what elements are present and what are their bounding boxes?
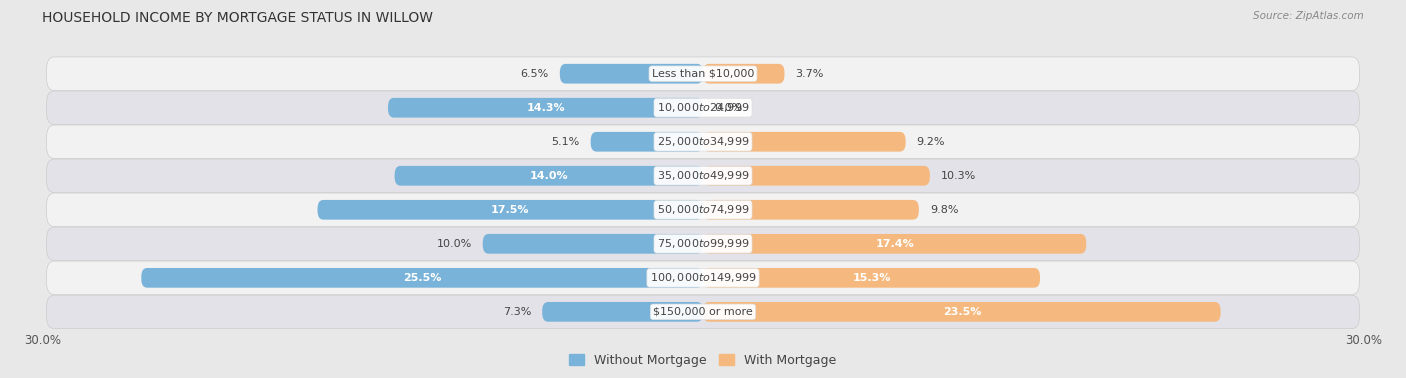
FancyBboxPatch shape: [395, 166, 703, 186]
Text: 14.3%: 14.3%: [526, 103, 565, 113]
Text: $25,000 to $34,999: $25,000 to $34,999: [657, 135, 749, 148]
FancyBboxPatch shape: [46, 159, 1360, 192]
Text: 0.0%: 0.0%: [714, 103, 742, 113]
Text: 7.3%: 7.3%: [503, 307, 531, 317]
Text: Source: ZipAtlas.com: Source: ZipAtlas.com: [1253, 11, 1364, 21]
FancyBboxPatch shape: [46, 125, 1360, 158]
FancyBboxPatch shape: [388, 98, 703, 118]
Text: 10.0%: 10.0%: [436, 239, 471, 249]
FancyBboxPatch shape: [46, 193, 1360, 226]
FancyBboxPatch shape: [560, 64, 703, 84]
Text: 3.7%: 3.7%: [796, 69, 824, 79]
FancyBboxPatch shape: [703, 234, 1087, 254]
Text: 17.4%: 17.4%: [876, 239, 914, 249]
Text: 25.5%: 25.5%: [404, 273, 441, 283]
FancyBboxPatch shape: [46, 227, 1360, 260]
FancyBboxPatch shape: [703, 200, 920, 220]
Text: 23.5%: 23.5%: [942, 307, 981, 317]
FancyBboxPatch shape: [703, 166, 929, 186]
Text: $35,000 to $49,999: $35,000 to $49,999: [657, 169, 749, 182]
Text: $50,000 to $74,999: $50,000 to $74,999: [657, 203, 749, 216]
Text: 10.3%: 10.3%: [941, 171, 976, 181]
Text: 14.0%: 14.0%: [530, 171, 568, 181]
FancyBboxPatch shape: [46, 295, 1360, 328]
Text: HOUSEHOLD INCOME BY MORTGAGE STATUS IN WILLOW: HOUSEHOLD INCOME BY MORTGAGE STATUS IN W…: [42, 11, 433, 25]
FancyBboxPatch shape: [703, 302, 1220, 322]
FancyBboxPatch shape: [482, 234, 703, 254]
FancyBboxPatch shape: [141, 268, 703, 288]
Text: 15.3%: 15.3%: [852, 273, 890, 283]
Text: $10,000 to $24,999: $10,000 to $24,999: [657, 101, 749, 114]
Text: 9.2%: 9.2%: [917, 137, 945, 147]
FancyBboxPatch shape: [46, 91, 1360, 124]
Legend: Without Mortgage, With Mortgage: Without Mortgage, With Mortgage: [564, 349, 842, 372]
FancyBboxPatch shape: [591, 132, 703, 152]
Text: 5.1%: 5.1%: [551, 137, 579, 147]
Text: $75,000 to $99,999: $75,000 to $99,999: [657, 237, 749, 250]
FancyBboxPatch shape: [703, 64, 785, 84]
FancyBboxPatch shape: [46, 57, 1360, 90]
Text: $150,000 or more: $150,000 or more: [654, 307, 752, 317]
Text: $100,000 to $149,999: $100,000 to $149,999: [650, 271, 756, 284]
Text: 9.8%: 9.8%: [929, 205, 959, 215]
FancyBboxPatch shape: [703, 268, 1040, 288]
Text: Less than $10,000: Less than $10,000: [652, 69, 754, 79]
Text: 17.5%: 17.5%: [491, 205, 530, 215]
FancyBboxPatch shape: [543, 302, 703, 322]
FancyBboxPatch shape: [318, 200, 703, 220]
FancyBboxPatch shape: [703, 132, 905, 152]
Text: 6.5%: 6.5%: [520, 69, 548, 79]
FancyBboxPatch shape: [46, 261, 1360, 294]
